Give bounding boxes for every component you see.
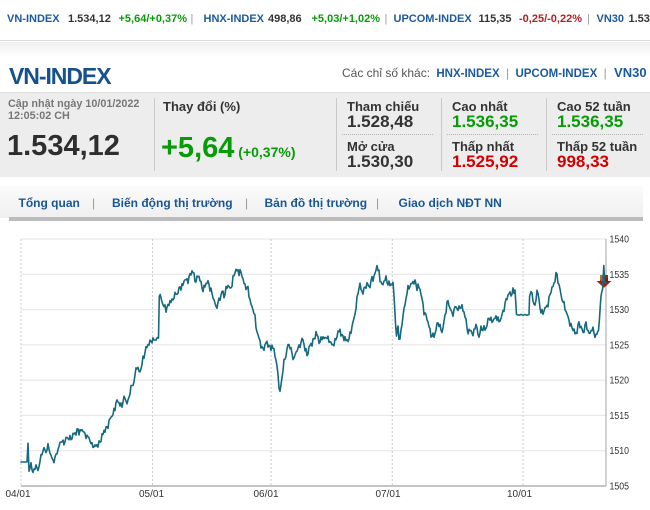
- svg-text:1510: 1510: [610, 446, 630, 457]
- svg-text:04/01: 04/01: [5, 489, 30, 500]
- svg-text:1525: 1525: [610, 340, 630, 351]
- svg-text:1520: 1520: [610, 376, 630, 387]
- svg-text:1515: 1515: [610, 411, 630, 422]
- svg-text:1530: 1530: [610, 305, 630, 316]
- svg-text:10/01: 10/01: [507, 489, 532, 500]
- svg-text:05/01: 05/01: [139, 489, 164, 500]
- svg-text:1505: 1505: [610, 482, 630, 493]
- svg-text:1540: 1540: [610, 235, 630, 246]
- svg-text:07/01: 07/01: [375, 489, 400, 500]
- svg-text:06/01: 06/01: [253, 489, 278, 500]
- svg-text:1535: 1535: [610, 270, 630, 281]
